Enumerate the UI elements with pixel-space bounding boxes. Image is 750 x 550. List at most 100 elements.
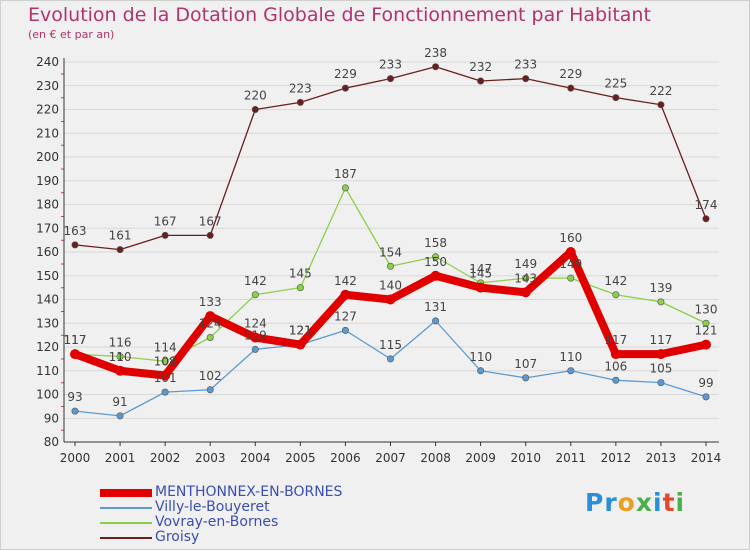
data-label-0-14: 121 xyxy=(695,324,718,338)
logo-letter: t xyxy=(662,488,676,517)
x-tick-label-2014: 2014 xyxy=(691,451,722,465)
data-label-2-5: 145 xyxy=(289,267,312,281)
data-point-2-5 xyxy=(296,284,304,292)
data-label-0-5: 121 xyxy=(289,324,312,338)
y-tick-label-180: 180 xyxy=(36,198,59,212)
data-point-1-12 xyxy=(612,376,620,384)
data-label-1-14: 99 xyxy=(698,376,713,390)
data-point-0-0 xyxy=(70,349,80,360)
data-label-0-0: 117 xyxy=(64,333,87,347)
x-tick-label-2001: 2001 xyxy=(105,451,136,465)
data-label-2-4: 142 xyxy=(244,274,267,288)
data-label-2-2: 114 xyxy=(154,340,177,354)
logo-letter: r xyxy=(604,488,618,517)
data-point-0-14 xyxy=(701,339,711,350)
x-tick-label-2006: 2006 xyxy=(330,451,361,465)
legend-label-groisy: Groisy xyxy=(155,529,200,545)
data-point-2-1 xyxy=(116,352,124,360)
x-tick-label-2000: 2000 xyxy=(60,451,91,465)
data-point-0-11 xyxy=(565,247,576,257)
data-point-2-6 xyxy=(341,184,349,192)
data-point-3-14 xyxy=(702,215,710,223)
x-tick-label-2010: 2010 xyxy=(510,451,541,465)
data-point-3-9 xyxy=(477,77,485,85)
x-tick-label-2013: 2013 xyxy=(646,451,677,465)
data-label-2-7: 154 xyxy=(379,245,402,259)
x-tick-label-2008: 2008 xyxy=(420,451,451,465)
data-label-3-12: 225 xyxy=(604,77,627,91)
y-tick-label-100: 100 xyxy=(36,388,59,402)
data-label-1-11: 110 xyxy=(559,350,582,364)
y-tick-label-80: 80 xyxy=(44,435,59,449)
data-point-3-3 xyxy=(206,231,214,239)
data-point-1-4 xyxy=(251,345,259,353)
legend-swatch-villy xyxy=(100,507,152,509)
data-label-3-1: 161 xyxy=(109,229,132,243)
y-tick-label-110: 110 xyxy=(36,364,59,378)
data-label-0-12: 117 xyxy=(604,333,627,347)
data-point-3-0 xyxy=(71,241,79,249)
data-label-0-11: 160 xyxy=(559,231,582,245)
data-point-3-13 xyxy=(657,101,665,109)
data-point-1-14 xyxy=(702,393,710,401)
data-label-2-1: 116 xyxy=(109,336,132,350)
y-tick-label-120: 120 xyxy=(36,340,59,354)
data-label-2-12: 142 xyxy=(604,274,627,288)
data-point-1-1 xyxy=(116,412,124,420)
data-label-2-14: 130 xyxy=(695,302,718,316)
data-point-1-9 xyxy=(477,367,485,375)
y-tick-label-210: 210 xyxy=(36,126,59,140)
x-tick-label-2012: 2012 xyxy=(601,451,632,465)
data-label-1-7: 115 xyxy=(379,338,402,352)
data-label-0-13: 117 xyxy=(649,333,672,347)
x-tick-label-2002: 2002 xyxy=(150,451,181,465)
data-label-1-13: 105 xyxy=(649,362,672,376)
data-point-3-8 xyxy=(432,63,440,71)
data-label-3-5: 223 xyxy=(289,81,312,95)
data-point-0-7 xyxy=(385,294,396,305)
data-label-3-13: 222 xyxy=(649,84,672,98)
data-label-0-6: 142 xyxy=(334,274,357,288)
legend-swatch-vovray xyxy=(100,522,152,524)
y-tick-label-240: 240 xyxy=(36,55,59,69)
data-point-2-2 xyxy=(161,357,169,365)
data-point-3-7 xyxy=(386,75,394,83)
data-label-3-0: 163 xyxy=(64,224,87,238)
chart-title: Evolution de la Dotation Globale de Fonc… xyxy=(28,4,651,26)
data-point-1-8 xyxy=(432,317,440,325)
data-label-2-11: 149 xyxy=(559,257,582,271)
data-label-0-3: 133 xyxy=(199,295,222,309)
data-label-3-7: 233 xyxy=(379,58,402,72)
data-label-1-0: 93 xyxy=(67,390,82,404)
data-point-0-1 xyxy=(115,365,126,376)
data-point-2-14 xyxy=(702,319,710,327)
data-label-3-9: 232 xyxy=(469,60,492,74)
data-label-2-13: 139 xyxy=(649,281,672,295)
logo-letter: i xyxy=(653,488,663,517)
data-label-2-9: 147 xyxy=(469,262,492,276)
legend-label-vovray: Vovray-en-Bornes xyxy=(155,514,279,530)
data-label-0-9: 145 xyxy=(469,267,492,281)
x-tick-label-2009: 2009 xyxy=(465,451,496,465)
data-label-3-2: 167 xyxy=(154,214,177,228)
data-label-2-6: 187 xyxy=(334,167,357,181)
data-label-1-2: 101 xyxy=(154,371,177,385)
chart-subtitle: (en € et par an) xyxy=(28,28,115,41)
data-label-2-0: 117 xyxy=(64,333,87,347)
data-point-2-11 xyxy=(567,274,575,282)
data-label-2-10: 149 xyxy=(514,257,537,271)
data-label-2-3: 124 xyxy=(199,317,222,331)
data-point-2-4 xyxy=(251,291,259,299)
data-point-1-3 xyxy=(206,386,214,394)
data-point-0-2 xyxy=(160,370,171,381)
y-tick-label-170: 170 xyxy=(36,221,59,235)
y-tick-label-140: 140 xyxy=(36,293,59,307)
data-label-0-8: 150 xyxy=(424,255,447,269)
data-point-3-2 xyxy=(161,231,169,239)
data-point-3-12 xyxy=(612,94,620,102)
data-point-3-6 xyxy=(341,84,349,92)
data-point-1-0 xyxy=(71,407,79,415)
data-label-1-1: 91 xyxy=(112,395,127,409)
data-label-1-6: 127 xyxy=(334,309,357,323)
